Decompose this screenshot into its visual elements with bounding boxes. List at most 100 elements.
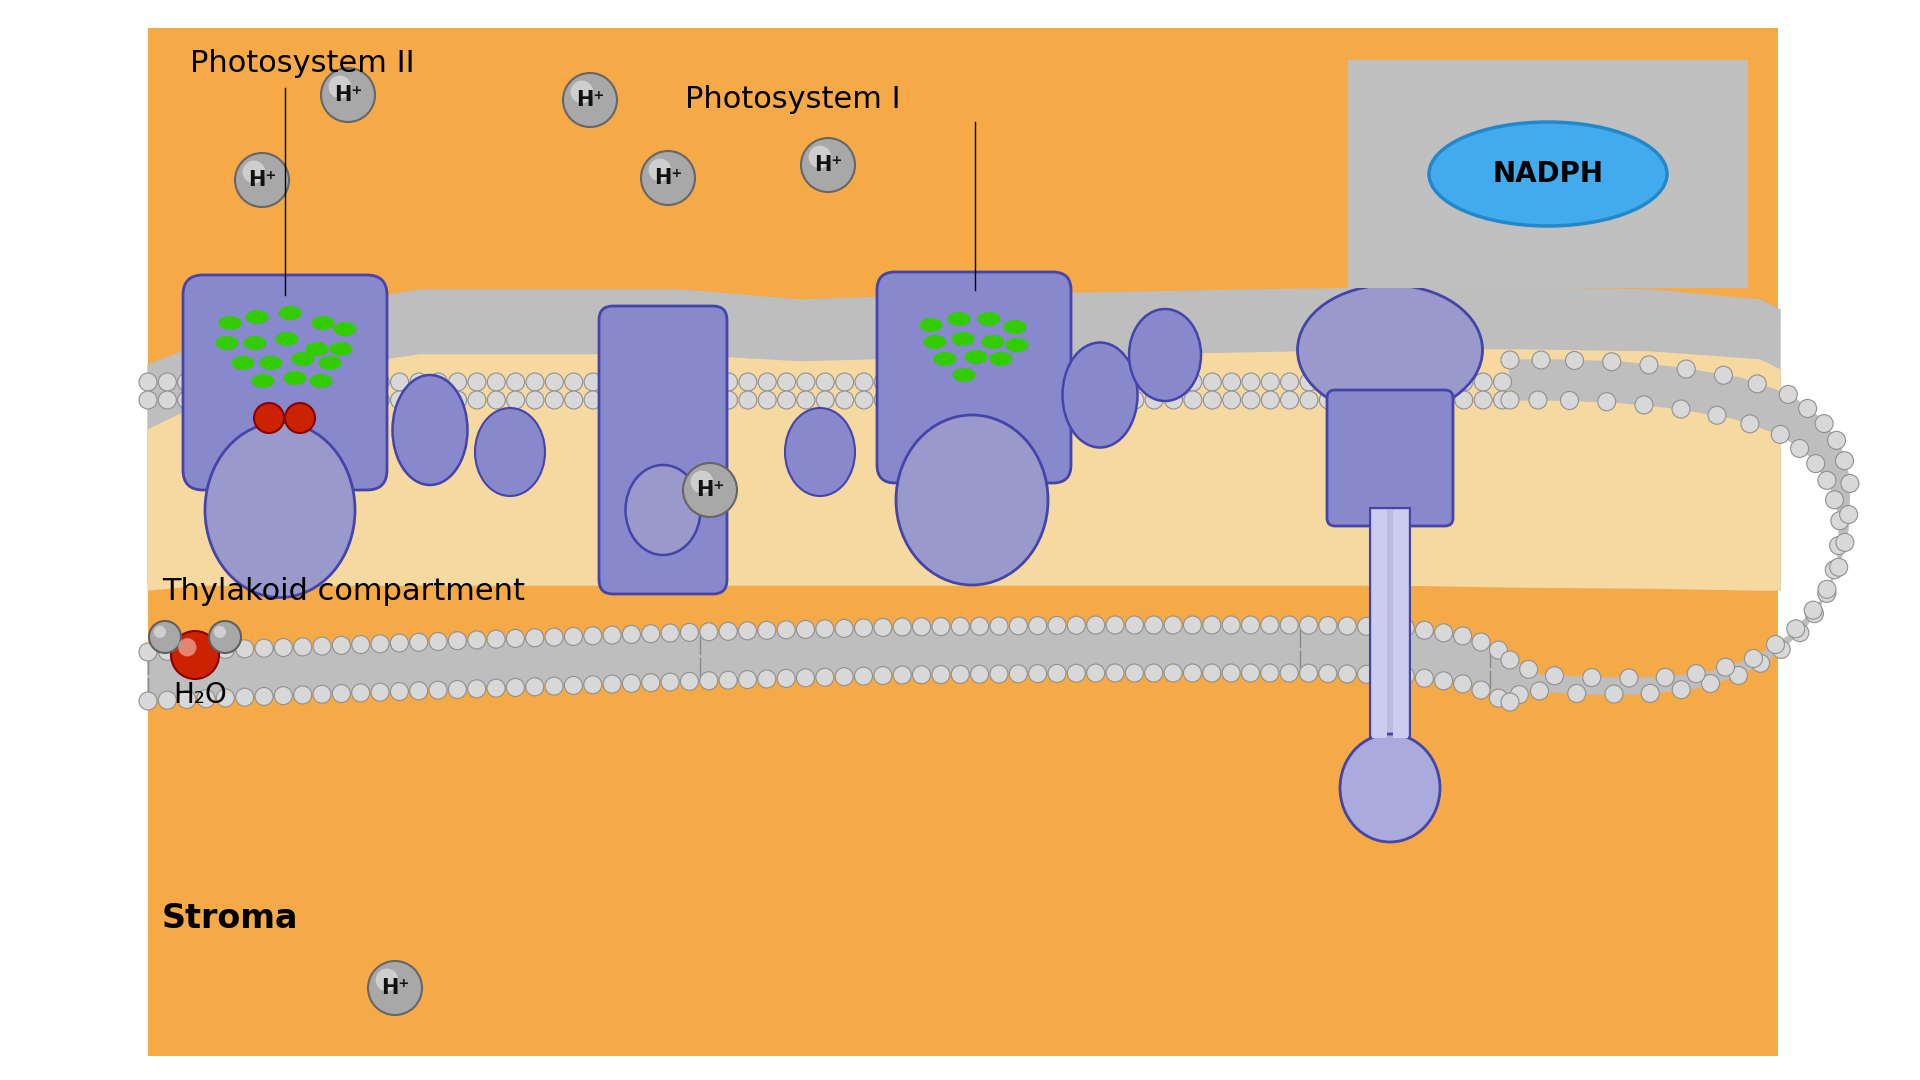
Circle shape <box>584 391 603 409</box>
Circle shape <box>1125 616 1144 634</box>
Circle shape <box>1338 373 1357 391</box>
Circle shape <box>778 391 795 409</box>
Circle shape <box>1501 351 1519 369</box>
Circle shape <box>991 665 1008 683</box>
Circle shape <box>622 373 641 391</box>
Circle shape <box>1338 391 1357 409</box>
Circle shape <box>801 138 854 192</box>
Circle shape <box>1396 391 1415 409</box>
Circle shape <box>912 618 931 636</box>
Circle shape <box>507 630 524 648</box>
Circle shape <box>1261 616 1279 634</box>
Circle shape <box>351 684 371 702</box>
Circle shape <box>369 961 422 1015</box>
Circle shape <box>157 391 177 409</box>
Circle shape <box>1357 665 1375 684</box>
Circle shape <box>603 675 620 693</box>
Circle shape <box>1377 665 1396 684</box>
Ellipse shape <box>205 422 355 597</box>
Circle shape <box>179 690 196 708</box>
Circle shape <box>1242 616 1260 634</box>
Circle shape <box>1791 440 1809 458</box>
Circle shape <box>507 391 524 409</box>
Circle shape <box>972 391 989 409</box>
Circle shape <box>972 665 989 684</box>
Circle shape <box>1185 391 1202 409</box>
Circle shape <box>1068 373 1087 391</box>
Circle shape <box>835 667 852 686</box>
Circle shape <box>914 391 931 409</box>
Circle shape <box>217 391 234 409</box>
Circle shape <box>1642 685 1659 702</box>
Circle shape <box>1242 664 1260 681</box>
Circle shape <box>430 373 447 391</box>
Circle shape <box>1519 660 1538 678</box>
Ellipse shape <box>989 352 1012 366</box>
Circle shape <box>1415 621 1434 639</box>
Circle shape <box>351 635 371 653</box>
Circle shape <box>1620 669 1638 687</box>
Circle shape <box>991 373 1008 391</box>
Circle shape <box>950 665 970 684</box>
Circle shape <box>874 373 893 391</box>
Circle shape <box>991 617 1008 635</box>
Circle shape <box>584 373 603 391</box>
Ellipse shape <box>924 335 947 349</box>
Text: Stroma: Stroma <box>161 902 298 935</box>
Circle shape <box>1165 373 1183 391</box>
Circle shape <box>1672 680 1690 699</box>
Circle shape <box>1281 391 1298 409</box>
Circle shape <box>171 631 219 679</box>
Circle shape <box>1415 670 1434 687</box>
Circle shape <box>1490 642 1507 659</box>
Circle shape <box>1300 373 1317 391</box>
Circle shape <box>1010 665 1027 683</box>
Ellipse shape <box>311 316 334 330</box>
Circle shape <box>217 689 234 707</box>
Circle shape <box>1300 664 1317 683</box>
Circle shape <box>526 678 543 696</box>
Circle shape <box>209 621 242 653</box>
Circle shape <box>198 391 215 409</box>
Circle shape <box>545 373 563 391</box>
Circle shape <box>1475 391 1492 409</box>
Circle shape <box>854 667 872 685</box>
Circle shape <box>808 146 831 168</box>
Circle shape <box>157 373 177 391</box>
Circle shape <box>138 643 157 661</box>
Circle shape <box>1832 512 1849 530</box>
Circle shape <box>253 403 284 433</box>
Circle shape <box>294 373 311 391</box>
Circle shape <box>157 691 177 710</box>
Circle shape <box>1730 666 1747 685</box>
Circle shape <box>564 627 582 646</box>
Circle shape <box>1772 426 1789 444</box>
Text: H⁺: H⁺ <box>655 168 682 188</box>
Circle shape <box>660 673 680 691</box>
Circle shape <box>739 671 756 689</box>
Circle shape <box>1185 373 1202 391</box>
Ellipse shape <box>244 336 267 350</box>
Circle shape <box>1814 415 1834 433</box>
Circle shape <box>1818 584 1836 603</box>
FancyBboxPatch shape <box>182 275 388 490</box>
Circle shape <box>701 391 718 409</box>
Circle shape <box>1434 672 1453 690</box>
Circle shape <box>351 391 371 409</box>
Text: Photosystem II: Photosystem II <box>190 49 415 78</box>
Circle shape <box>1338 665 1356 683</box>
Ellipse shape <box>1428 122 1667 226</box>
Circle shape <box>275 391 292 409</box>
Circle shape <box>526 629 543 647</box>
Circle shape <box>739 622 756 639</box>
Circle shape <box>1839 505 1859 524</box>
Circle shape <box>1377 373 1396 391</box>
Ellipse shape <box>977 312 1000 326</box>
Circle shape <box>138 692 157 710</box>
Circle shape <box>390 683 409 701</box>
Circle shape <box>739 391 756 409</box>
Circle shape <box>242 161 265 184</box>
Ellipse shape <box>626 465 701 555</box>
Circle shape <box>682 373 699 391</box>
Circle shape <box>1688 664 1705 683</box>
